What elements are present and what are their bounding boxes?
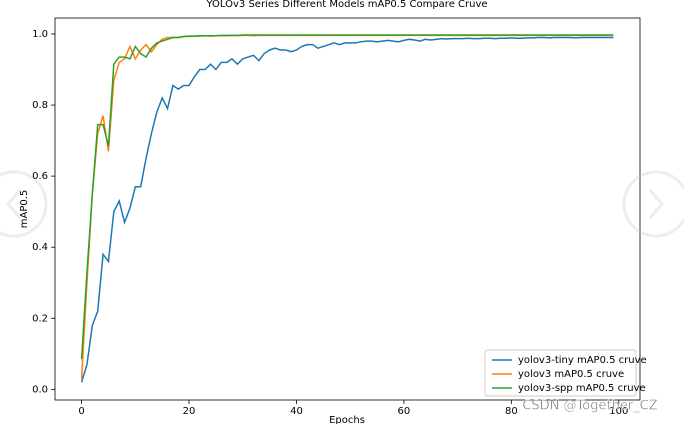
y-tick-label: 0.0 — [32, 384, 48, 395]
watermark: CSDN @Together_CZ — [522, 399, 657, 414]
legend-label: yolov3 mAP0.5 cruve — [518, 369, 624, 380]
x-tick-label: 60 — [398, 406, 411, 417]
prev-arrow[interactable] — [0, 170, 48, 238]
arrow-circle — [622, 170, 684, 238]
arrow-circle — [0, 170, 48, 238]
y-tick-label: 1.0 — [32, 29, 48, 40]
series-line — [80, 34, 614, 360]
next-arrow[interactable] — [622, 170, 684, 238]
y-tick-label: 0.4 — [32, 242, 48, 253]
arrow-chevron — [6, 189, 22, 219]
legend-box — [484, 349, 637, 397]
x-tick-label: 20 — [183, 406, 196, 417]
x-axis-label: Epochs — [329, 415, 365, 424]
chart-title: YOLOv3 Series Different Models mAP0.5 Co… — [205, 0, 487, 10]
x-tick-label: 0 — [78, 406, 84, 417]
series-line — [80, 36, 614, 383]
legend-label: yolov3-tiny mAP0.5 cruve — [518, 355, 647, 366]
y-tick-label: 0.8 — [32, 100, 48, 111]
series-line — [80, 34, 614, 379]
y-axis-label: mAP0.5 — [19, 190, 30, 229]
y-tick-label: 0.2 — [32, 313, 48, 324]
plot-area: 0 20 40 60 80 100 0.0 0.2 0.4 0.6 0.8 1.0 — [32, 29, 628, 417]
y-tick-label: 0.6 — [32, 171, 48, 182]
legend-label: yolov3-spp mAP0.5 cruve — [518, 383, 646, 394]
x-tick-label: 80 — [505, 406, 518, 417]
x-tick-label: 40 — [290, 406, 303, 417]
plot-frame — [54, 17, 641, 401]
x-tick-label: 100 — [609, 406, 628, 417]
arrow-chevron — [648, 189, 664, 219]
